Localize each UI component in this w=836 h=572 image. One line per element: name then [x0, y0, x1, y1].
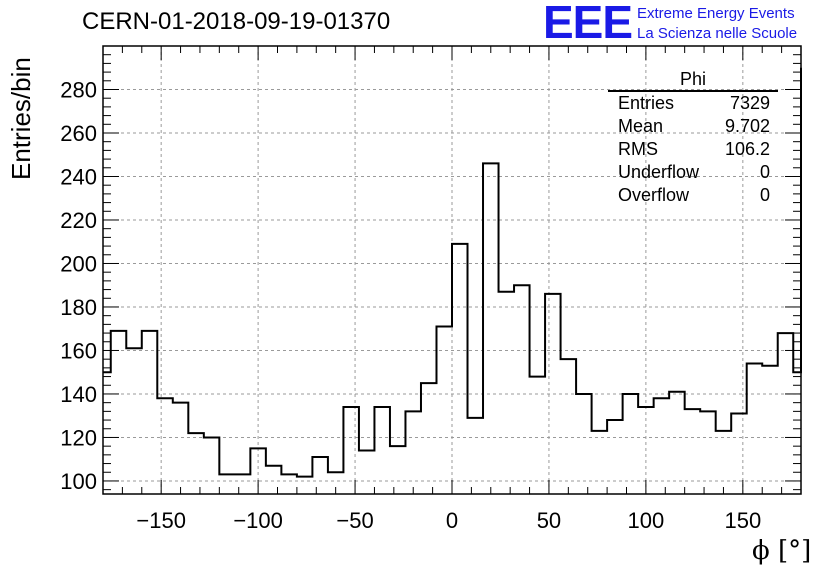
stats-label: Mean [618, 116, 664, 136]
stats-title: Phi [608, 68, 778, 92]
y-tick-label: 260 [60, 121, 97, 146]
tick-labels: −150 −100 −50 0 50 100 150 100 120 140 160 180 200 22… [60, 77, 761, 533]
y-tick-label: 120 [60, 425, 97, 450]
stats-value: 9.702 [724, 116, 770, 136]
y-tick-label: 220 [60, 208, 97, 233]
y-tick-label: 200 [60, 251, 97, 276]
stats-value: 0 [759, 185, 770, 205]
stats-label: Overflow [618, 185, 690, 205]
axes [102, 45, 802, 495]
stats-row-underflow: Underflow 0 [608, 161, 778, 184]
stats-label: Underflow [618, 162, 700, 182]
logo-line-1: Extreme Energy Events [637, 5, 795, 22]
x-tick-label: 0 [446, 508, 458, 533]
stats-row-mean: Mean 9.702 [608, 115, 778, 138]
y-tick-label: 100 [60, 469, 97, 494]
y-tick-label: 180 [60, 295, 97, 320]
y-tick-label: 280 [60, 77, 97, 102]
y-tick-label: 160 [60, 338, 97, 363]
y-tick-label: 140 [60, 382, 97, 407]
chart-title: CERN-01-2018-09-19-01370 [82, 8, 391, 35]
y-axis-label: Entries/bin [6, 57, 36, 180]
x-tick-label: 150 [724, 508, 761, 533]
stats-value: 0 [759, 162, 770, 182]
x-tick-label: −150 [136, 508, 186, 533]
stats-row-entries: Entries 7329 [608, 92, 778, 115]
x-tick-label: −100 [233, 508, 283, 533]
x-tick-label: 50 [537, 508, 561, 533]
x-axis-label: ϕ [°] [752, 536, 812, 566]
eee-logo-mark: EEE [543, 0, 633, 48]
logo-line-2: La Scienza nelle Scuole [637, 25, 798, 42]
histogram-step-line [103, 67, 802, 478]
stats-label: RMS [618, 139, 658, 159]
stats-value: 7329 [729, 93, 770, 113]
stats-value: 106.2 [724, 139, 770, 159]
y-tick-label: 240 [60, 164, 97, 189]
x-tick-label: −50 [336, 508, 373, 533]
x-tick-label: 100 [628, 508, 665, 533]
stats-row-overflow: Overflow 0 [608, 184, 778, 207]
stats-label: Entries [618, 93, 675, 113]
stats-row-rms: RMS 106.2 [608, 138, 778, 161]
stats-box: Phi Entries 7329 Mean 9.702 RMS 106.2 Un… [608, 68, 778, 207]
